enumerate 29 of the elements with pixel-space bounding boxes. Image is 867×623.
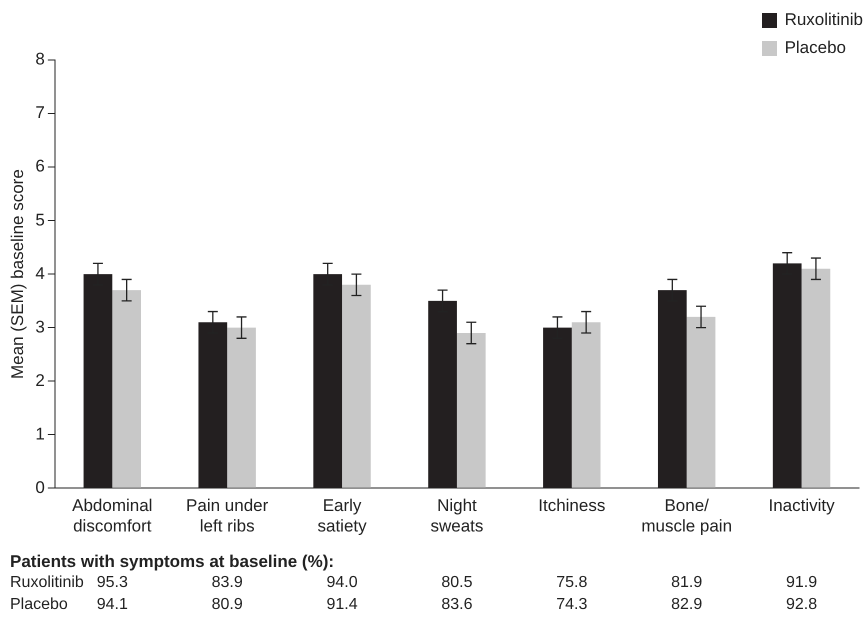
text: Placebo 94.1 80.9 91.4 83.6 74.3 82.9 92.8 <box>10 596 818 613</box>
y-axis-title: Mean (SEM) baseline score <box>8 169 27 379</box>
legend-label: Placebo <box>784 38 846 58</box>
y-tick-label: 5 <box>35 210 45 230</box>
x-tick-label: Inactivity <box>768 496 836 516</box>
legend-label: Ruxolitinib <box>784 10 863 30</box>
y-tick-label: 7 <box>35 103 45 122</box>
bar <box>802 268 830 488</box>
y-tick-label: 4 <box>35 264 45 283</box>
x-tick-label: Pain under left ribs <box>186 496 269 536</box>
text: Patients with symptoms at baseline (%): <box>10 552 334 572</box>
y-tick-label: 2 <box>35 370 45 390</box>
x-tick-label: Bone/ muscle pain <box>641 496 732 536</box>
bar <box>456 332 486 488</box>
x-tick-label: Night sweats <box>430 496 484 536</box>
bar <box>227 328 256 488</box>
y-tick-label: 8 <box>35 50 45 69</box>
y-tick-label: 1 <box>35 424 45 444</box>
x-tick-label: Early satiety <box>317 496 368 536</box>
bar <box>342 284 371 488</box>
x-tick-label: Itchiness <box>538 496 606 516</box>
text: Ruxolitinib 95.3 83.9 94.0 80.5 75.8 81.9 91.9 <box>10 574 818 591</box>
y-tick-label: 0 <box>35 478 45 497</box>
bar <box>112 290 142 488</box>
y-tick-label: 3 <box>35 317 45 336</box>
y-tick-label: 6 <box>35 156 45 176</box>
bar <box>572 322 601 488</box>
x-tick-label: Abdominal discomfort <box>72 496 152 536</box>
bar <box>686 316 716 488</box>
